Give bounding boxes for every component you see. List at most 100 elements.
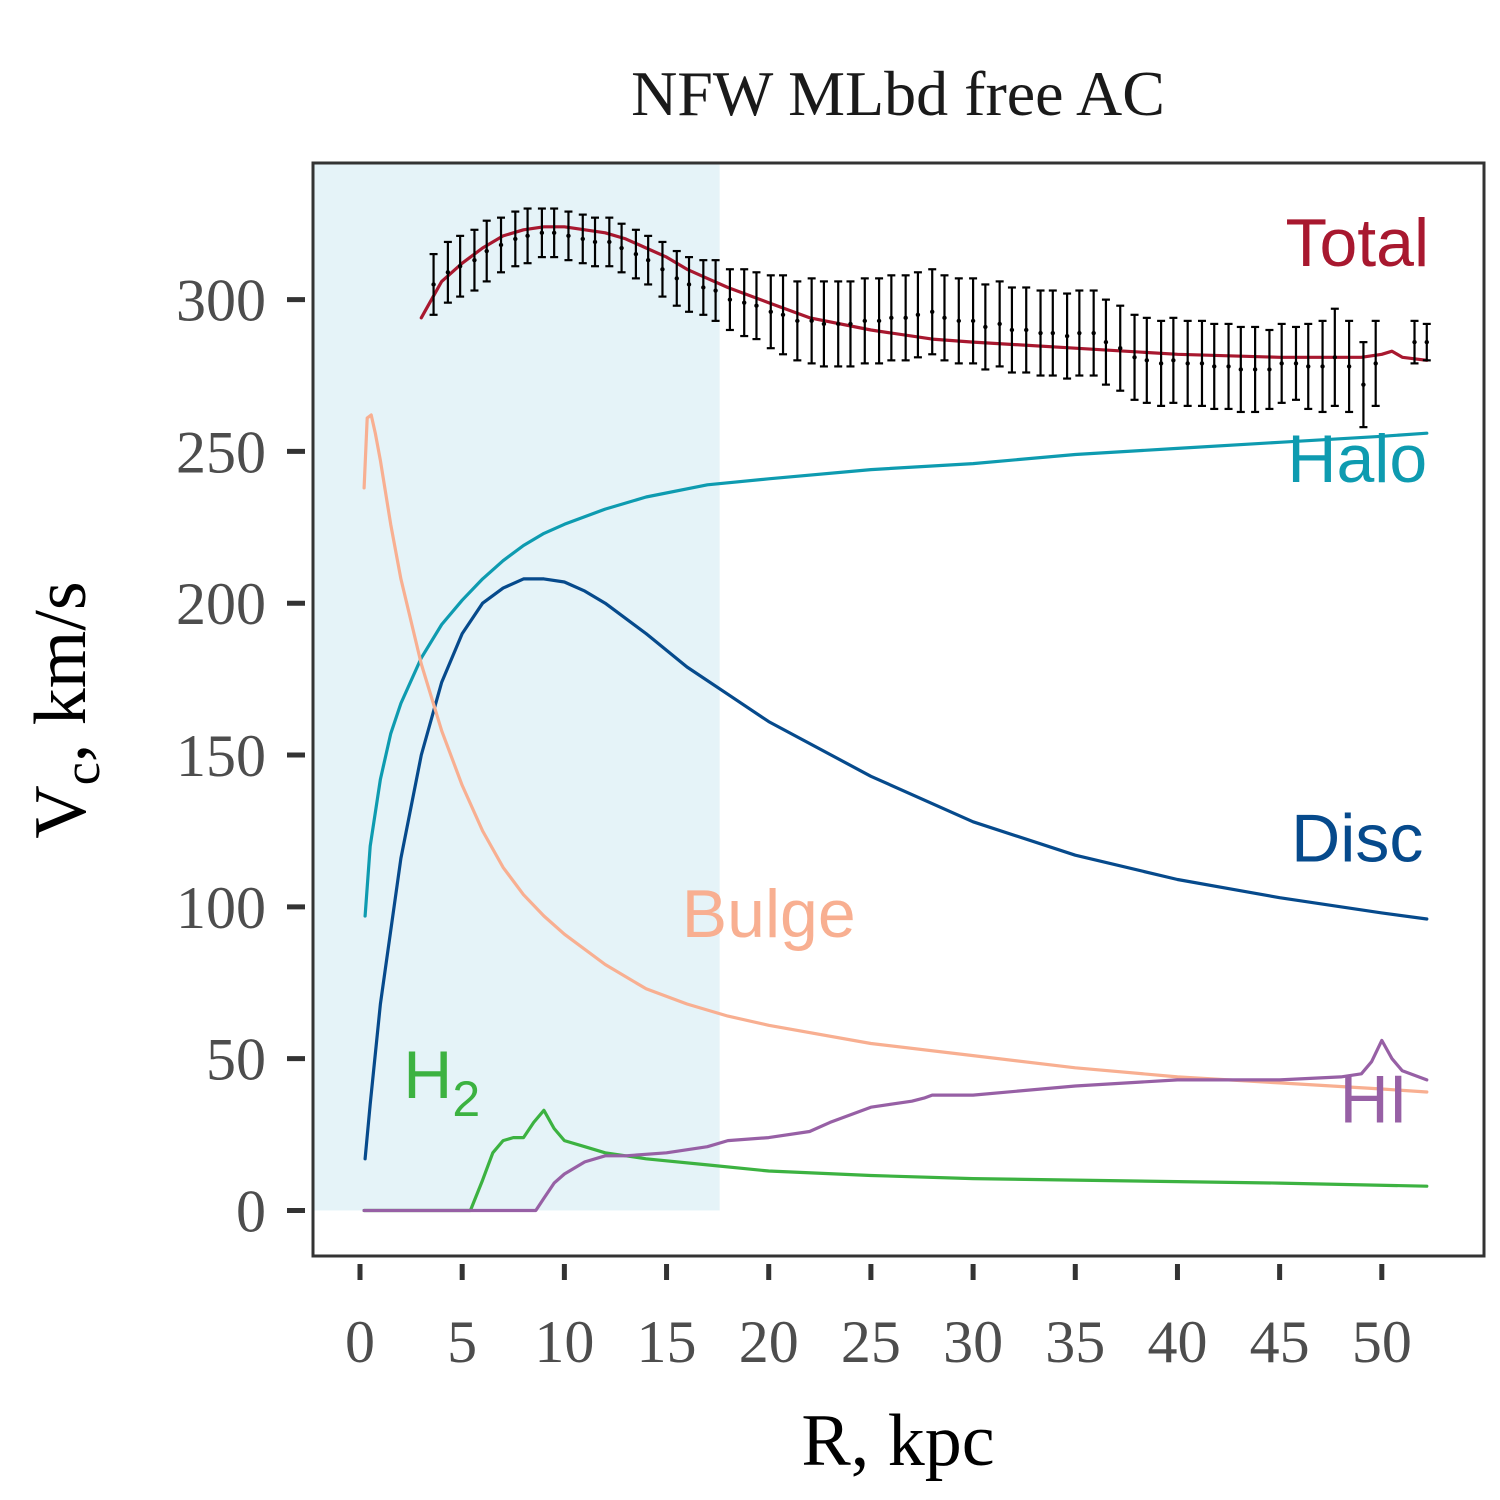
series-layer: [362, 225, 1429, 1213]
y-axis-label: Vc, km/s: [20, 581, 111, 838]
x-axis-ticks: 0 5 10 15 20 25 30 35 40 45 50: [345, 1264, 1412, 1375]
observed-point: [819, 280, 828, 368]
y-tick-label: 200: [176, 571, 266, 637]
observed-point: [807, 277, 816, 365]
x-tick-label: 20: [739, 1309, 799, 1375]
observed-point: [779, 274, 788, 356]
observed-point: [1304, 322, 1313, 411]
observed-point: [725, 268, 734, 332]
observed-point: [482, 219, 491, 283]
observed-point: [497, 216, 506, 274]
x-tick-label: 5: [447, 1309, 477, 1375]
observed-point: [995, 280, 1004, 368]
y-tick-label: 50: [206, 1027, 266, 1093]
series-label-halo: Halo: [1287, 421, 1427, 497]
observed-point: [901, 274, 910, 362]
observed-point: [1410, 319, 1419, 365]
observed-point: [1197, 319, 1206, 407]
observed-point: [1063, 292, 1072, 380]
series-line-h2: [362, 1108, 1429, 1213]
observed-point: [1157, 319, 1166, 407]
observed-point: [711, 259, 720, 322]
y-axis-label-rest: , km/s: [20, 581, 102, 762]
observed-point: [523, 207, 532, 265]
y-tick-label: 250: [176, 419, 266, 485]
observed-point: [1277, 322, 1286, 404]
series-label-h2: H2: [403, 1037, 480, 1127]
observed-point: [429, 252, 438, 316]
observed-point: [1075, 289, 1084, 377]
observed-point: [658, 240, 667, 298]
observed-point: [1048, 289, 1057, 377]
y-tick-label: 150: [176, 723, 266, 789]
observed-point: [1236, 325, 1245, 414]
observed-point: [550, 207, 559, 259]
observed-point: [1089, 289, 1098, 377]
series-line-bulge: [362, 413, 1429, 1094]
observed-point: [605, 216, 614, 268]
observed-point: [860, 277, 869, 365]
observed-point: [1291, 325, 1300, 401]
observed-point: [969, 277, 978, 365]
observed-point: [578, 213, 587, 265]
y-axis-label-subscript: c: [54, 762, 111, 785]
observed-point: [1251, 325, 1260, 414]
observed-point: [511, 210, 520, 268]
observed-point: [981, 283, 990, 371]
x-tick-label: 0: [345, 1309, 375, 1375]
observed-point: [685, 256, 694, 313]
observed-point: [1036, 289, 1045, 377]
observed-point: [1224, 322, 1233, 411]
observed-point: [752, 271, 761, 341]
observed-point: [1130, 313, 1139, 401]
observed-point: [846, 280, 855, 368]
x-tick-label: 30: [943, 1309, 1003, 1375]
observed-point: [1210, 322, 1219, 411]
y-tick-label: 100: [176, 875, 266, 941]
x-tick-label: 40: [1147, 1309, 1207, 1375]
chart-title: NFW MLbd free AC: [631, 58, 1165, 129]
y-axis-ticks: 0 50 100 150 200 250 300: [176, 268, 305, 1244]
series-line-disc: [363, 577, 1429, 1161]
observed-point: [1169, 316, 1178, 404]
x-tick-label: 50: [1352, 1309, 1412, 1375]
observed-point: [766, 274, 775, 350]
shaded-region: [313, 163, 720, 1211]
observed-point: [1330, 307, 1339, 407]
observed-point: [913, 271, 922, 359]
observed-point: [1142, 316, 1151, 404]
x-tick-label: 10: [534, 1309, 594, 1375]
series-line-halo: [363, 431, 1429, 918]
observed-point: [940, 274, 949, 362]
observed-point: [631, 228, 640, 280]
series-label-hi: HI: [1340, 1061, 1408, 1137]
observed-point: [470, 228, 479, 292]
observed-point: [1371, 319, 1380, 407]
observed-point: [1007, 286, 1016, 374]
observed-point: [443, 240, 452, 304]
series-line-total: [419, 225, 1429, 362]
plot-area: Total Halo Disc Bulge HI H2: [313, 163, 1431, 1213]
observed-point: [672, 249, 681, 307]
observed-point: [564, 210, 573, 262]
series-label-disc: Disc: [1291, 800, 1423, 876]
series-labels: Total Halo Disc Bulge HI H2: [403, 205, 1429, 1137]
observed-point: [1359, 341, 1368, 429]
observed-point: [1318, 319, 1327, 414]
observed-point: [740, 268, 749, 338]
observed-point: [875, 277, 884, 365]
y-tick-label: 300: [176, 268, 266, 334]
series-line-hi: [362, 1038, 1429, 1213]
observed-point: [793, 280, 802, 362]
observed-point: [928, 268, 937, 356]
plot-frame: [311, 161, 1486, 1258]
observed-point: [644, 234, 653, 286]
observed-point: [1422, 322, 1431, 362]
series-label-bulge: Bulge: [682, 876, 856, 952]
y-tick-label: 0: [236, 1178, 266, 1244]
observed-point: [1265, 328, 1274, 411]
series-label-total: Total: [1285, 205, 1429, 281]
x-tick-label: 15: [637, 1309, 697, 1375]
observed-point: [591, 216, 600, 268]
observed-data: [429, 207, 1431, 429]
